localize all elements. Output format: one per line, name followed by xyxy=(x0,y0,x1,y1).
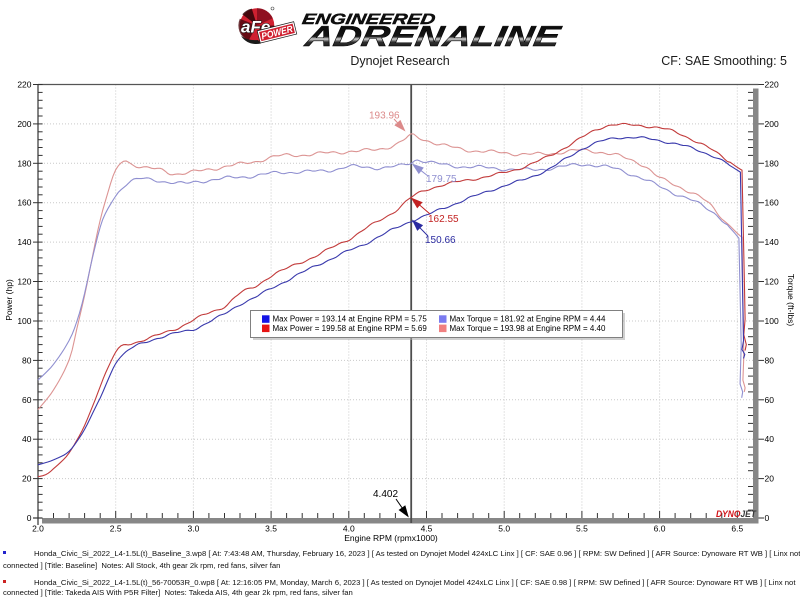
svg-text:60: 60 xyxy=(765,395,775,405)
svg-text:Max Torque = 181.92 at Engine: Max Torque = 181.92 at Engine RPM = 4.44 xyxy=(450,315,607,324)
svg-text:200: 200 xyxy=(765,119,779,129)
svg-text:140: 140 xyxy=(17,237,31,247)
svg-text:180: 180 xyxy=(765,158,779,168)
svg-text:0: 0 xyxy=(765,513,770,523)
svg-text:200: 200 xyxy=(17,119,31,129)
svg-text:180: 180 xyxy=(17,158,31,168)
svg-text:6.5: 6.5 xyxy=(731,524,743,534)
svg-text:193.96: 193.96 xyxy=(369,111,400,122)
svg-text:20: 20 xyxy=(22,474,32,484)
svg-text:80: 80 xyxy=(765,355,775,365)
svg-text:100: 100 xyxy=(17,316,31,326)
svg-text:3.5: 3.5 xyxy=(265,524,277,534)
svg-text:160: 160 xyxy=(17,198,31,208)
svg-text:Torque (ft-lbs): Torque (ft-lbs) xyxy=(786,274,796,327)
svg-text:5.0: 5.0 xyxy=(498,524,510,534)
svg-text:5.5: 5.5 xyxy=(576,524,588,534)
svg-text:40: 40 xyxy=(765,434,775,444)
svg-text:ENGINEERED: ENGINEERED xyxy=(301,11,437,28)
svg-text:ADRENALINE: ADRENALINE xyxy=(302,21,565,53)
svg-text:162.55: 162.55 xyxy=(428,214,459,225)
svg-text:100: 100 xyxy=(765,316,779,326)
svg-text:120: 120 xyxy=(765,277,779,287)
svg-text:4.0: 4.0 xyxy=(343,524,355,534)
svg-text:DYNOJET: DYNOJET xyxy=(716,509,757,520)
svg-text:20: 20 xyxy=(765,474,775,484)
svg-text:Power (hp): Power (hp) xyxy=(4,279,14,321)
svg-text:220: 220 xyxy=(17,80,31,90)
svg-text:140: 140 xyxy=(765,237,779,247)
svg-text:6.0: 6.0 xyxy=(654,524,666,534)
svg-text:60: 60 xyxy=(22,395,32,405)
svg-text:0: 0 xyxy=(27,513,32,523)
svg-text:2.5: 2.5 xyxy=(110,524,122,534)
svg-text:4.5: 4.5 xyxy=(421,524,433,534)
svg-text:2.0: 2.0 xyxy=(32,524,44,534)
svg-text:Max Power = 193.14 at Engine R: Max Power = 193.14 at Engine RPM = 5.75 xyxy=(273,315,428,324)
svg-text:Max Power = 199.58 at Engine R: Max Power = 199.58 at Engine RPM = 5.69 xyxy=(273,324,428,333)
svg-text:Engine RPM (rpmx1000): Engine RPM (rpmx1000) xyxy=(344,533,438,543)
svg-text:120: 120 xyxy=(17,277,31,287)
svg-text:150.66: 150.66 xyxy=(425,235,456,246)
svg-text:179.75: 179.75 xyxy=(426,174,457,185)
svg-text:40: 40 xyxy=(22,434,32,444)
svg-text:Max Torque = 193.98 at Engine: Max Torque = 193.98 at Engine RPM = 4.40 xyxy=(450,324,607,333)
svg-text:220: 220 xyxy=(765,80,779,90)
svg-text:160: 160 xyxy=(765,198,779,208)
svg-text:3.0: 3.0 xyxy=(187,524,199,534)
svg-text:80: 80 xyxy=(22,355,32,365)
svg-text:4.402: 4.402 xyxy=(373,489,398,500)
